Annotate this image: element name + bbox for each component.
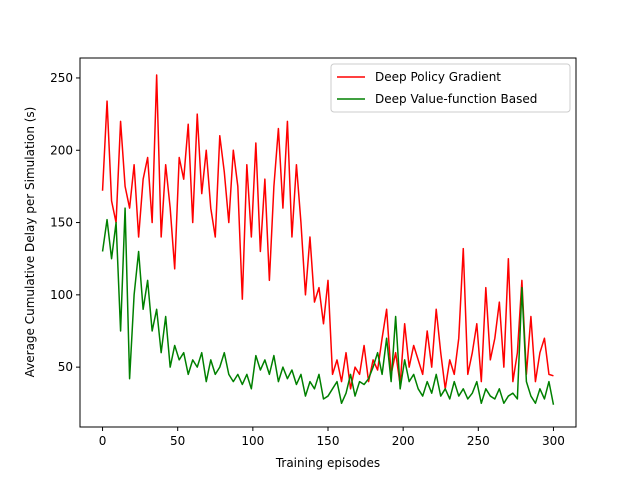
y-tick-label: 150 [50,216,73,230]
series-line [101,74,554,390]
x-tick-label: 250 [467,434,490,448]
x-tick-label: 50 [170,434,185,448]
y-tick-label: 50 [58,360,73,374]
x-tick-label: 100 [241,434,264,448]
x-tick-label: 150 [317,434,340,448]
x-axis-label: Training episodes [275,456,380,470]
legend-box [330,63,571,113]
legend-label: Deep Policy Gradient [375,70,501,84]
x-tick-label: 300 [542,434,565,448]
x-tick-label: 0 [99,434,107,448]
x-tick-label: 200 [392,434,415,448]
legend-label: Deep Value-function Based [375,92,537,106]
y-tick-label: 250 [50,71,73,85]
y-axis-label: Average Cumulative Delay per Simulation … [23,107,37,378]
y-tick-label: 100 [50,288,73,302]
plot-frame [79,57,577,428]
y-tick-label: 200 [50,143,73,157]
series-line [101,207,555,405]
